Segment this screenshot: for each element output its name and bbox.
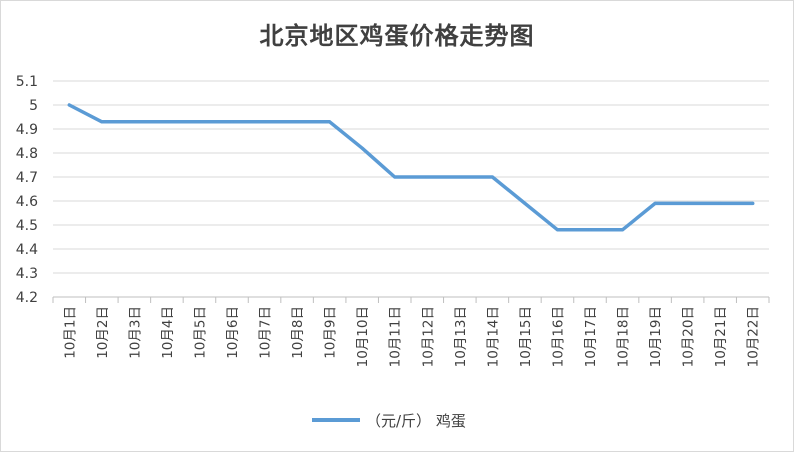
legend: （元/斤） 鸡蛋 [312,409,466,431]
x-tick-label: 10月5日 [192,306,208,359]
data-point [263,120,267,124]
x-tick-label: 10月9日 [323,306,339,359]
gridlines [53,80,769,274]
data-point [393,175,397,179]
x-axis: 10月1日 10月2日 10月3日 10月4日 10月5日 10月6日 10月7日 10月8日… [52,296,770,367]
y-tick-label: 4.3 [16,266,38,282]
y-tick-label: 5.1 [16,74,38,90]
y-tick-label: 5 [29,98,38,114]
data-point [621,228,625,232]
data-point [100,120,104,124]
x-tick-label: 10月18日 [616,306,632,367]
data-point [653,201,657,205]
y-axis: 4.2 4.3 4.4 4.5 4.6 4.7 4.8 4.9 5 5.1 [16,74,38,306]
x-tick-label: 10月10日 [355,306,371,367]
y-tick-label: 4.2 [16,290,38,306]
x-tick-label: 10月6日 [225,306,241,359]
data-point [197,120,201,124]
x-tick-label: 10月15日 [518,306,534,367]
x-tick-label: 10月4日 [160,306,176,359]
y-tick-label: 4.4 [16,242,38,258]
data-point [718,201,722,205]
chart-title: 北京地区鸡蛋价格走势图 [259,22,535,50]
legend-label-egg: （元/斤） 鸡蛋 [366,411,466,430]
data-point [230,120,234,124]
data-point [523,201,527,205]
x-tick-label: 10月14日 [485,306,501,367]
legend-swatch [312,418,360,422]
x-tick-label: 10月16日 [550,306,566,367]
x-tick-label: 10月2日 [95,306,111,359]
x-tick-label: 10月19日 [648,306,664,367]
data-point [328,120,332,124]
x-tick-label: 10月8日 [290,306,306,359]
x-tick-label: 10月7日 [258,306,274,359]
data-point [588,228,592,232]
data-point [360,146,364,150]
data-point [165,120,169,124]
data-point [751,201,755,205]
y-tick-label: 4.9 [16,122,38,138]
x-tick-label: 10月22日 [746,306,762,367]
y-tick-label: 4.7 [16,170,38,186]
data-point [555,228,559,232]
x-tick-label: 10月13日 [453,306,469,367]
series-line-egg [67,103,755,232]
x-tick-label: 10月21日 [713,306,729,367]
x-tick-label: 10月1日 [62,306,78,359]
data-point [458,175,462,179]
data-point [132,120,136,124]
x-tick-label: 10月17日 [583,306,599,367]
y-tick-label: 4.6 [16,194,38,210]
data-point [490,175,494,179]
y-tick-label: 4.5 [16,218,38,234]
data-point [67,103,71,107]
data-point [295,120,299,124]
plot-area [67,103,755,232]
data-point [686,201,690,205]
x-tick-label: 10月20日 [681,306,697,367]
x-tick-label: 10月11日 [388,306,404,367]
x-tick-label: 10月3日 [127,306,143,359]
data-point [425,175,429,179]
y-tick-label: 4.8 [16,146,38,162]
x-tick-label: 10月12日 [420,306,436,367]
